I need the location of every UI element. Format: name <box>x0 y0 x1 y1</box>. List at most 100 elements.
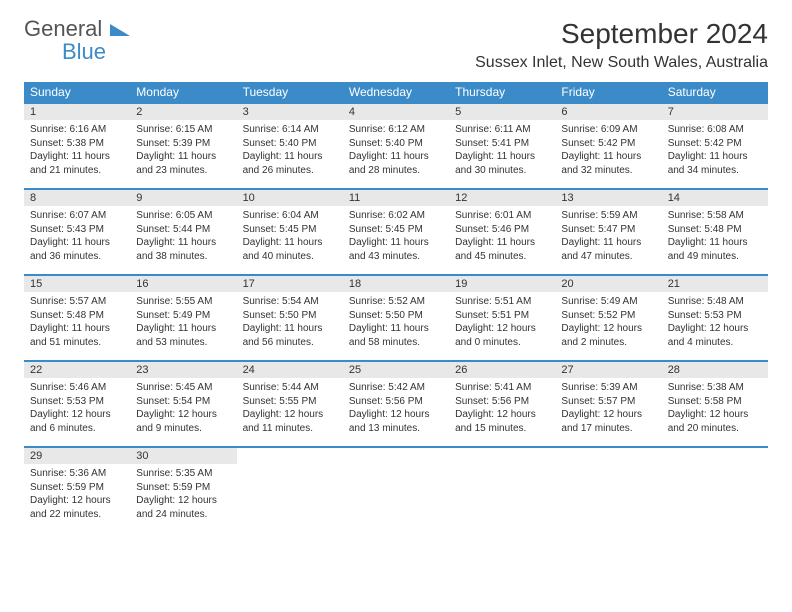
day-number: 13 <box>555 190 661 206</box>
daylight-text: Daylight: 11 hours <box>668 236 762 250</box>
daylight-text: and 4 minutes. <box>668 336 762 350</box>
day-content: Sunrise: 6:08 AMSunset: 5:42 PMDaylight:… <box>662 120 768 180</box>
daylight-text: and 22 minutes. <box>30 508 124 522</box>
calendar-cell <box>343 447 449 533</box>
day-number: 1 <box>24 104 130 120</box>
weekday-header: Wednesday <box>343 82 449 103</box>
calendar-cell: 30Sunrise: 5:35 AMSunset: 5:59 PMDayligh… <box>130 447 236 533</box>
daylight-text: and 49 minutes. <box>668 250 762 264</box>
day-content: Sunrise: 5:55 AMSunset: 5:49 PMDaylight:… <box>130 292 236 352</box>
daylight-text: Daylight: 11 hours <box>349 236 443 250</box>
calendar-cell: 11Sunrise: 6:02 AMSunset: 5:45 PMDayligh… <box>343 189 449 275</box>
day-content: Sunrise: 6:01 AMSunset: 5:46 PMDaylight:… <box>449 206 555 266</box>
day-content: Sunrise: 6:02 AMSunset: 5:45 PMDaylight:… <box>343 206 449 266</box>
day-content: Sunrise: 5:42 AMSunset: 5:56 PMDaylight:… <box>343 378 449 438</box>
day-number: 22 <box>24 362 130 378</box>
sunset-text: Sunset: 5:39 PM <box>136 137 230 151</box>
daylight-text: and 36 minutes. <box>30 250 124 264</box>
day-content: Sunrise: 5:45 AMSunset: 5:54 PMDaylight:… <box>130 378 236 438</box>
sunset-text: Sunset: 5:49 PM <box>136 309 230 323</box>
daylight-text: Daylight: 12 hours <box>136 408 230 422</box>
sunset-text: Sunset: 5:45 PM <box>349 223 443 237</box>
sunset-text: Sunset: 5:58 PM <box>668 395 762 409</box>
sunset-text: Sunset: 5:56 PM <box>455 395 549 409</box>
sunrise-text: Sunrise: 5:59 AM <box>561 209 655 223</box>
sunrise-text: Sunrise: 6:14 AM <box>243 123 337 137</box>
sunrise-text: Sunrise: 5:42 AM <box>349 381 443 395</box>
daylight-text: Daylight: 11 hours <box>243 322 337 336</box>
calendar-row: 15Sunrise: 5:57 AMSunset: 5:48 PMDayligh… <box>24 275 768 361</box>
daylight-text: Daylight: 12 hours <box>561 408 655 422</box>
daylight-text: Daylight: 12 hours <box>30 408 124 422</box>
calendar-cell: 19Sunrise: 5:51 AMSunset: 5:51 PMDayligh… <box>449 275 555 361</box>
sunset-text: Sunset: 5:40 PM <box>349 137 443 151</box>
daylight-text: Daylight: 11 hours <box>561 236 655 250</box>
day-number: 15 <box>24 276 130 292</box>
calendar-cell: 29Sunrise: 5:36 AMSunset: 5:59 PMDayligh… <box>24 447 130 533</box>
logo-line2: Blue <box>62 39 130 65</box>
daylight-text: Daylight: 11 hours <box>349 150 443 164</box>
calendar-cell <box>449 447 555 533</box>
sunrise-text: Sunrise: 5:54 AM <box>243 295 337 309</box>
day-content: Sunrise: 5:36 AMSunset: 5:59 PMDaylight:… <box>24 464 130 524</box>
daylight-text: Daylight: 11 hours <box>561 150 655 164</box>
sunset-text: Sunset: 5:53 PM <box>668 309 762 323</box>
sunrise-text: Sunrise: 6:04 AM <box>243 209 337 223</box>
sunrise-text: Sunrise: 5:38 AM <box>668 381 762 395</box>
sunset-text: Sunset: 5:40 PM <box>243 137 337 151</box>
sunset-text: Sunset: 5:50 PM <box>349 309 443 323</box>
day-number: 24 <box>237 362 343 378</box>
day-number: 23 <box>130 362 236 378</box>
sunset-text: Sunset: 5:48 PM <box>668 223 762 237</box>
daylight-text: and 26 minutes. <box>243 164 337 178</box>
sunset-text: Sunset: 5:53 PM <box>30 395 124 409</box>
daylight-text: and 21 minutes. <box>30 164 124 178</box>
sunrise-text: Sunrise: 5:39 AM <box>561 381 655 395</box>
sunrise-text: Sunrise: 5:35 AM <box>136 467 230 481</box>
day-number: 5 <box>449 104 555 120</box>
day-content: Sunrise: 5:52 AMSunset: 5:50 PMDaylight:… <box>343 292 449 352</box>
daylight-text: Daylight: 11 hours <box>243 150 337 164</box>
calendar-cell: 7Sunrise: 6:08 AMSunset: 5:42 PMDaylight… <box>662 103 768 189</box>
day-number: 18 <box>343 276 449 292</box>
day-number: 11 <box>343 190 449 206</box>
day-number: 19 <box>449 276 555 292</box>
day-number: 17 <box>237 276 343 292</box>
daylight-text: Daylight: 11 hours <box>30 236 124 250</box>
day-number: 9 <box>130 190 236 206</box>
weekday-header: Tuesday <box>237 82 343 103</box>
sunset-text: Sunset: 5:43 PM <box>30 223 124 237</box>
daylight-text: and 28 minutes. <box>349 164 443 178</box>
sunrise-text: Sunrise: 6:05 AM <box>136 209 230 223</box>
sunrise-text: Sunrise: 6:15 AM <box>136 123 230 137</box>
calendar-cell: 3Sunrise: 6:14 AMSunset: 5:40 PMDaylight… <box>237 103 343 189</box>
title-block: September 2024 Sussex Inlet, New South W… <box>475 18 768 72</box>
sunset-text: Sunset: 5:48 PM <box>30 309 124 323</box>
sunrise-text: Sunrise: 6:16 AM <box>30 123 124 137</box>
day-content: Sunrise: 6:04 AMSunset: 5:45 PMDaylight:… <box>237 206 343 266</box>
calendar-cell: 23Sunrise: 5:45 AMSunset: 5:54 PMDayligh… <box>130 361 236 447</box>
day-content: Sunrise: 5:35 AMSunset: 5:59 PMDaylight:… <box>130 464 236 524</box>
calendar-cell: 15Sunrise: 5:57 AMSunset: 5:48 PMDayligh… <box>24 275 130 361</box>
calendar-cell: 17Sunrise: 5:54 AMSunset: 5:50 PMDayligh… <box>237 275 343 361</box>
daylight-text: Daylight: 11 hours <box>668 150 762 164</box>
daylight-text: and 24 minutes. <box>136 508 230 522</box>
calendar-cell: 25Sunrise: 5:42 AMSunset: 5:56 PMDayligh… <box>343 361 449 447</box>
daylight-text: and 15 minutes. <box>455 422 549 436</box>
calendar-cell: 18Sunrise: 5:52 AMSunset: 5:50 PMDayligh… <box>343 275 449 361</box>
logo: General Blue <box>24 18 130 65</box>
daylight-text: Daylight: 11 hours <box>455 236 549 250</box>
day-content: Sunrise: 5:48 AMSunset: 5:53 PMDaylight:… <box>662 292 768 352</box>
calendar-row: 8Sunrise: 6:07 AMSunset: 5:43 PMDaylight… <box>24 189 768 275</box>
sunrise-text: Sunrise: 5:44 AM <box>243 381 337 395</box>
daylight-text: and 34 minutes. <box>668 164 762 178</box>
daylight-text: Daylight: 11 hours <box>349 322 443 336</box>
calendar-cell: 4Sunrise: 6:12 AMSunset: 5:40 PMDaylight… <box>343 103 449 189</box>
sunrise-text: Sunrise: 5:51 AM <box>455 295 549 309</box>
daylight-text: Daylight: 11 hours <box>136 236 230 250</box>
daylight-text: Daylight: 12 hours <box>561 322 655 336</box>
calendar-cell: 2Sunrise: 6:15 AMSunset: 5:39 PMDaylight… <box>130 103 236 189</box>
daylight-text: and 11 minutes. <box>243 422 337 436</box>
calendar-cell: 13Sunrise: 5:59 AMSunset: 5:47 PMDayligh… <box>555 189 661 275</box>
day-content: Sunrise: 6:05 AMSunset: 5:44 PMDaylight:… <box>130 206 236 266</box>
